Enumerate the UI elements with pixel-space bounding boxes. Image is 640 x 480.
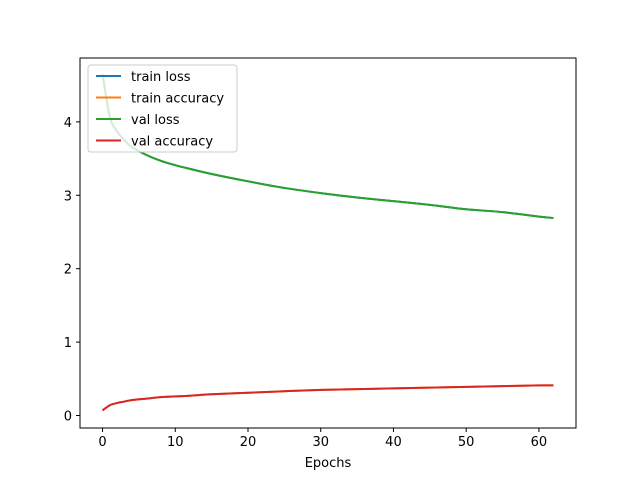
x-tick-label: 50 (458, 435, 475, 450)
y-axis-ticks: 0 1 2 3 4 (64, 116, 80, 425)
y-tick-label: 1 (64, 336, 72, 351)
legend-label-val-loss: val loss (131, 113, 180, 128)
x-tick-label: 0 (98, 435, 106, 450)
legend: train loss train accuracy val loss val accu… (87, 64, 238, 153)
series-line-val-accuracy (101, 384, 554, 412)
x-tick-label: 60 (531, 435, 548, 450)
legend-box (87, 64, 238, 153)
x-tick-label: 20 (240, 435, 257, 450)
x-axis-ticks: 0 10 20 30 40 50 60 (98, 428, 547, 450)
y-tick-label: 3 (64, 189, 72, 204)
x-axis-title: Epochs (305, 456, 352, 471)
y-tick-label: 2 (64, 263, 72, 278)
legend-label-train-loss: train loss (131, 70, 191, 85)
x-tick-label: 30 (312, 435, 329, 450)
x-tick-label: 40 (385, 435, 402, 450)
x-tick-label: 10 (167, 435, 184, 450)
legend-label-train-accuracy: train accuracy (131, 92, 224, 107)
y-tick-label: 0 (64, 410, 72, 425)
y-tick-label: 4 (64, 116, 72, 131)
axes-frame (79, 57, 577, 429)
legend-label-val-accuracy: val accuracy (131, 135, 213, 150)
